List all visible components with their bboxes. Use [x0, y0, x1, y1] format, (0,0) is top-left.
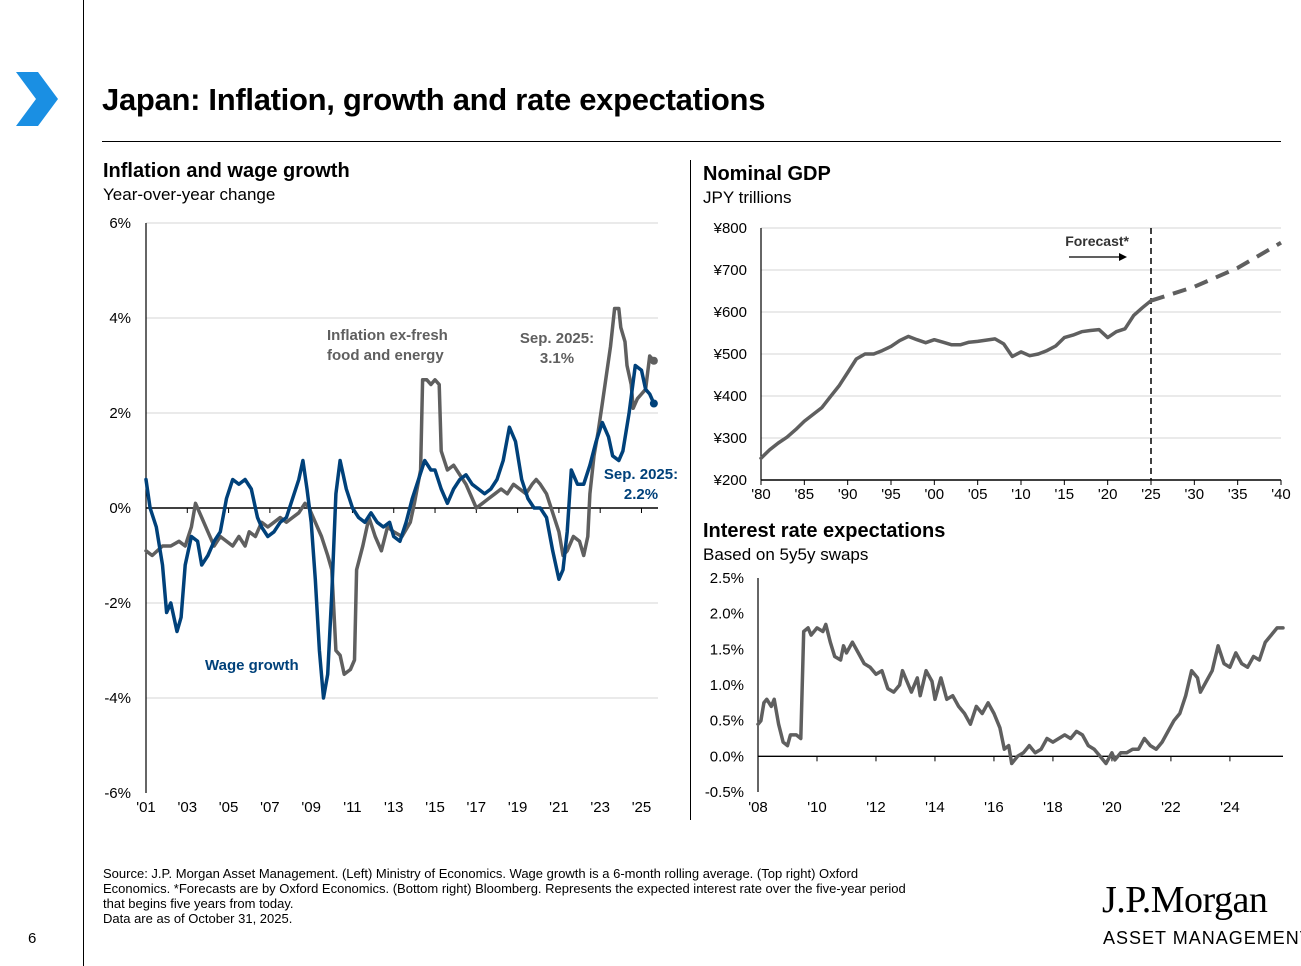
page-number: 6	[28, 930, 37, 947]
gdp-forecast-label: Forecast*	[1065, 233, 1129, 249]
rates-x-tick-label: '08	[748, 799, 768, 816]
inflation-x-tick-label: '01	[136, 799, 156, 816]
rates-y-tick-label: 2.0%	[710, 606, 744, 623]
inflation-x-tick-label: '11	[343, 799, 361, 816]
inflation-y-tick-label: 4%	[109, 310, 131, 327]
rates-y-tick-label: -0.5%	[705, 784, 744, 801]
gdp-chart-title: Nominal GDP	[703, 163, 831, 185]
gdp-y-tick-label: ¥700	[713, 262, 747, 279]
inflation-x-tick-label: '17	[467, 799, 487, 816]
inflation-x-tick-label: '25	[632, 799, 652, 816]
gdp-x-tick-label: '35	[1228, 486, 1248, 503]
inflation-y-tick-label: -2%	[104, 595, 131, 612]
inflation-x-tick-label: '19	[508, 799, 528, 816]
rates-series-line	[756, 622, 1285, 766]
rates-x-tick-label: '14	[925, 799, 945, 816]
inflation-chart-subtitle: Year-over-year change	[103, 185, 276, 204]
gdp-y-tick-label: ¥500	[713, 346, 747, 363]
inflation-x-tick-label: '07	[260, 799, 280, 816]
rates-chart-title: Interest rate expectations	[703, 520, 946, 542]
inflation-x-tick-label: '23	[590, 799, 610, 816]
gdp-x-tick-label: '40	[1271, 486, 1291, 503]
gdp-chart-subtitle: JPY trillions	[703, 188, 792, 207]
rates-y-tick-label: 0.5%	[710, 713, 744, 730]
inflation-latest-label: 3.1%	[540, 350, 574, 367]
wage-series-label: Wage growth	[205, 657, 299, 674]
gdp-x-tick-label: '05	[968, 486, 988, 503]
gdp-y-tick-label: ¥600	[713, 304, 747, 321]
gdp-y-tick-label: ¥300	[713, 430, 747, 447]
gdp-x-tick-label: '15	[1055, 486, 1075, 503]
gdp-x-tick-label: '30	[1185, 486, 1205, 503]
inflation-x-tick-label: '03	[178, 799, 198, 816]
rates-y-tick-label: 2.5%	[710, 570, 744, 587]
rates-x-tick-label: '12	[866, 799, 886, 816]
source-line: Source: J.P. Morgan Asset Management. (L…	[103, 866, 859, 881]
rates-y-tick-label: 1.0%	[710, 677, 744, 694]
source-line: that begins five years from today.	[103, 896, 294, 911]
inflation-latest-label: Sep. 2025:	[520, 330, 594, 347]
brand-logo: J.P.Morgan	[1102, 879, 1268, 921]
page-title: Japan: Inflation, growth and rate expect…	[102, 82, 766, 117]
wage-latest-label: Sep. 2025:	[604, 466, 678, 483]
rates-x-tick-label: '24	[1220, 799, 1240, 816]
inflation-y-tick-label: -6%	[104, 785, 131, 802]
rates-x-tick-label: '16	[984, 799, 1004, 816]
source-line: Data are as of October 31, 2025.	[103, 911, 293, 926]
chevron-right-icon	[16, 72, 58, 126]
inflation-series-label: Inflation ex-fresh	[327, 327, 448, 344]
inflation-y-tick-label: -4%	[104, 690, 131, 707]
rates-x-tick-label: '10	[807, 799, 827, 816]
gdp-series-line	[759, 298, 1153, 460]
gdp-series-line	[1150, 240, 1283, 303]
title-rule	[102, 141, 1281, 142]
inflation-x-tick-label: '15	[425, 799, 445, 816]
inflation-chart-title: Inflation and wage growth	[103, 160, 350, 182]
gdp-x-tick-label: '85	[795, 486, 815, 503]
rates-x-tick-label: '22	[1161, 799, 1181, 816]
inflation-y-tick-label: 2%	[109, 405, 131, 422]
inflation-latest-point	[649, 356, 658, 365]
rates-x-tick-label: '18	[1043, 799, 1063, 816]
rates-y-tick-label: 0.0%	[710, 748, 744, 765]
gdp-x-tick-label: '10	[1011, 486, 1031, 503]
wage-latest-label: 2.2%	[624, 486, 658, 503]
inflation-x-tick-label: '13	[384, 799, 404, 816]
gdp-x-tick-label: '95	[881, 486, 901, 503]
brand-logo-subtitle: ASSET MANAGEMENT	[1103, 928, 1301, 948]
source-line: Economics. *Forecasts are by Oxford Econ…	[103, 881, 906, 896]
inflation-y-tick-label: 6%	[109, 215, 131, 232]
gdp-x-tick-label: '20	[1098, 486, 1118, 503]
inflation-series-label: food and energy	[327, 347, 444, 364]
gdp-x-tick-label: '90	[838, 486, 858, 503]
gdp-y-tick-label: ¥800	[713, 220, 747, 237]
gdp-x-tick-label: '00	[925, 486, 945, 503]
inflation-series-line	[144, 363, 656, 700]
inflation-x-tick-label: '05	[219, 799, 239, 816]
rates-chart-subtitle: Based on 5y5y swaps	[703, 545, 869, 564]
inflation-x-tick-label: '21	[549, 799, 569, 816]
gdp-y-tick-label: ¥400	[713, 388, 747, 405]
left-margin-rule	[83, 0, 84, 966]
inflation-x-tick-label: '09	[301, 799, 321, 816]
chart-divider	[690, 160, 691, 820]
gdp-x-tick-label: '25	[1141, 486, 1161, 503]
rates-x-tick-label: '20	[1102, 799, 1122, 816]
wage-latest-point	[649, 399, 658, 408]
gdp-y-tick-label: ¥200	[713, 472, 747, 489]
source-note: Source: J.P. Morgan Asset Management. (L…	[103, 866, 1043, 926]
gdp-x-tick-label: '80	[751, 486, 771, 503]
inflation-y-tick-label: 0%	[109, 500, 131, 517]
rates-y-tick-label: 1.5%	[710, 641, 744, 658]
gdp-forecast-arrowhead	[1119, 253, 1127, 261]
